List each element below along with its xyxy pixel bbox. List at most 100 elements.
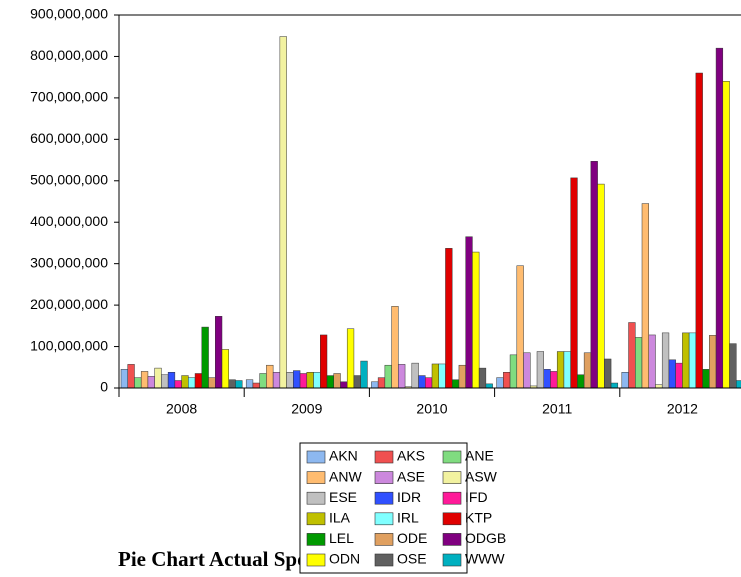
bar	[431, 363, 439, 389]
bar	[377, 377, 386, 389]
bar	[340, 381, 348, 389]
legend-swatch	[306, 553, 326, 567]
bar	[418, 375, 426, 389]
bar	[438, 363, 446, 389]
x-tick-label: 2009	[291, 401, 322, 417]
bar	[228, 379, 236, 389]
bar	[543, 369, 551, 389]
bar	[451, 379, 460, 389]
bar	[445, 248, 453, 389]
bar	[353, 375, 361, 389]
bar	[147, 376, 155, 389]
y-tick-label: 700,000,000	[30, 89, 108, 105]
bar	[485, 383, 493, 389]
legend-label: OSE	[397, 551, 427, 567]
y-tick-label: 100,000,000	[30, 337, 108, 353]
bar	[628, 322, 636, 389]
legend-label: ANW	[329, 468, 362, 484]
legend-label: KTP	[465, 510, 492, 526]
bar	[411, 362, 419, 389]
bar	[536, 351, 544, 389]
bar	[556, 351, 565, 389]
legend-label: ODE	[397, 530, 427, 546]
legend-label: IRL	[397, 510, 419, 526]
bar	[235, 380, 243, 389]
bar	[174, 380, 182, 389]
bar	[320, 334, 328, 389]
bar	[201, 326, 209, 389]
y-tick-label: 500,000,000	[30, 171, 108, 187]
bar	[635, 337, 643, 389]
bar	[286, 372, 294, 389]
bar	[127, 364, 135, 389]
legend-swatch	[306, 471, 326, 484]
legend-label: ESE	[329, 489, 357, 505]
legend-label: AKN	[329, 448, 358, 464]
bar	[736, 380, 741, 389]
bar	[729, 343, 737, 389]
bar	[346, 328, 355, 389]
bar	[194, 373, 203, 389]
bar	[715, 47, 724, 389]
bar	[472, 251, 480, 389]
legend-box	[299, 442, 468, 574]
bar	[272, 372, 281, 389]
bar	[465, 236, 473, 389]
bar	[371, 381, 379, 389]
legend-swatch	[442, 553, 462, 567]
bar	[563, 351, 571, 389]
bar	[154, 367, 162, 389]
bar	[215, 316, 223, 389]
legend-swatch	[442, 533, 462, 546]
legend-swatch	[374, 512, 394, 526]
legend-label: ODGB	[465, 530, 506, 546]
bar	[509, 354, 518, 389]
bar	[668, 359, 676, 389]
bar	[648, 334, 656, 389]
bar	[590, 161, 598, 389]
bar	[398, 364, 406, 389]
legend-label: ASW	[465, 468, 498, 484]
bar	[641, 203, 649, 389]
y-tick-label: 800,000,000	[30, 47, 108, 63]
bar	[604, 358, 612, 389]
x-tick-label: 2008	[166, 401, 197, 417]
bar	[722, 81, 730, 389]
y-tick-label: 600,000,000	[30, 130, 108, 146]
bar	[326, 375, 334, 389]
y-tick-label: 200,000,000	[30, 296, 108, 312]
bar	[360, 360, 368, 389]
legend-swatch	[442, 471, 462, 484]
bar	[688, 332, 697, 389]
legend-label: ANE	[465, 448, 494, 464]
x-tick-label: 2010	[416, 401, 447, 417]
bar	[583, 352, 592, 389]
bar	[496, 377, 504, 389]
bar	[140, 371, 149, 389]
bar	[577, 374, 585, 389]
y-tick-label: 900,000,000	[30, 6, 108, 22]
bar	[695, 72, 703, 389]
x-tick-label: 2011	[542, 401, 572, 417]
bar	[161, 374, 169, 389]
bar	[478, 367, 487, 389]
bar	[293, 370, 301, 389]
bar	[221, 349, 229, 389]
bar	[523, 352, 531, 389]
legend-swatch	[374, 471, 394, 484]
bar	[384, 364, 392, 389]
bar	[313, 372, 321, 389]
bar	[682, 332, 690, 389]
legend-label: AKS	[397, 448, 425, 464]
bar	[167, 372, 176, 389]
legend-swatch	[306, 512, 326, 526]
legend-swatch	[442, 491, 462, 505]
legend-label: ILA	[329, 510, 351, 526]
bar	[661, 332, 670, 389]
legend-swatch	[442, 512, 462, 526]
bar	[610, 382, 619, 389]
y-tick-label: 400,000,000	[30, 213, 108, 229]
bar	[391, 306, 399, 389]
